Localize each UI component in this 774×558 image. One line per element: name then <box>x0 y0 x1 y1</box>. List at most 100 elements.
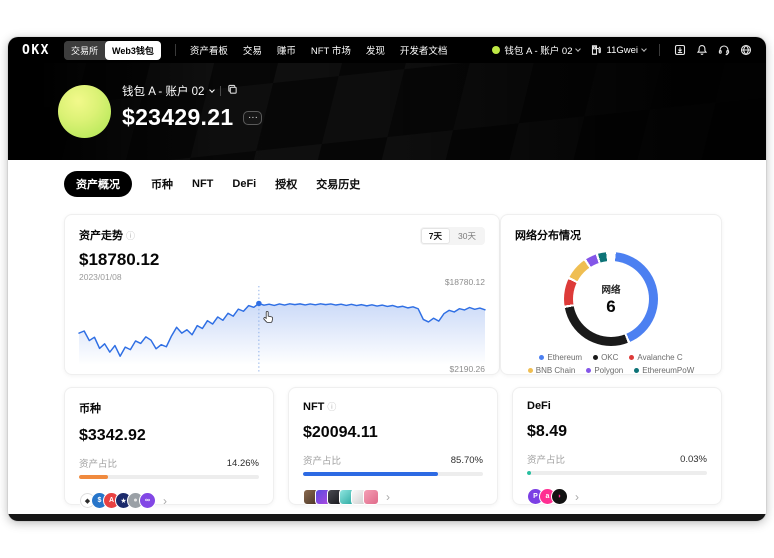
divider <box>220 86 222 96</box>
defi-card-title: DeFi <box>527 400 551 412</box>
coins-ratio-percent: 14.26% <box>226 457 259 469</box>
network-donut-chart: 网络 6 <box>564 252 658 346</box>
okx-logo: OKX <box>22 42 50 58</box>
tab-asset-overview[interactable]: 资产概况 <box>64 171 132 197</box>
nft-icon-row: › <box>303 489 483 505</box>
top-navbar: OKX 交易所 Web3钱包 资产看板 交易 赚币 NFT 市场 发现 开发者文… <box>8 37 766 63</box>
web3-wallet-toggle-button[interactable]: Web3钱包 <box>105 40 161 60</box>
nft-summary-card: NFT ⓘ $20094.11 资产占比 85.70% <box>288 387 498 505</box>
trend-current-date: 2023/01/08 <box>79 272 122 282</box>
gas-price-dropdown[interactable]: 11Gwei <box>589 44 647 57</box>
more-actions-button[interactable]: ··· <box>243 110 263 125</box>
account-label: 钱包 A - 账户 02 <box>504 46 573 57</box>
tab-approvals[interactable]: 授权 <box>275 179 298 191</box>
legend-item-ethereumpow: EthereumPoW <box>634 366 694 375</box>
defi-expand-chevron[interactable]: › <box>575 489 579 504</box>
nav-item-earn[interactable]: 赚币 <box>276 46 296 57</box>
nav-divider <box>174 44 176 56</box>
tab-nft[interactable]: NFT <box>192 178 214 190</box>
nav-item-nft-market[interactable]: NFT 市场 <box>310 46 351 57</box>
chevron-down-icon[interactable] <box>209 87 216 93</box>
network-distribution-card: 网络分布情况 网络 6 Ethereum OKC Avalanche C BNB… <box>500 214 722 375</box>
tab-coins[interactable]: 币种 <box>151 179 173 191</box>
coins-expand-chevron[interactable]: › <box>163 493 167 508</box>
nav-item-asset-board[interactable]: 资产看板 <box>189 46 228 57</box>
nft-thumbnail <box>363 489 379 505</box>
nft-expand-chevron[interactable]: › <box>386 490 390 504</box>
nav-item-dev-docs[interactable]: 开发者文档 <box>399 46 448 57</box>
defi-ratio-label: 资产占比 <box>527 455 566 466</box>
coins-card-value: $3342.92 <box>79 427 146 444</box>
network-legend: Ethereum OKC Avalanche C BNB Chain Polyg… <box>515 353 707 375</box>
network-card-title: 网络分布情况 <box>515 230 581 242</box>
nft-card-value: $20094.11 <box>303 424 378 441</box>
info-icon[interactable]: ⓘ <box>126 230 136 241</box>
gas-pump-icon <box>589 44 602 57</box>
chevron-down-icon <box>575 46 582 52</box>
trend-card-title: 资产走势 <box>79 230 123 242</box>
donut-center: 网络 6 <box>573 261 649 337</box>
account-dropdown[interactable]: 钱包 A - 账户 02 <box>492 43 582 57</box>
copy-address-icon[interactable] <box>227 84 238 98</box>
chart-marker-dot <box>256 300 262 307</box>
nft-ratio-label: 资产占比 <box>303 456 342 467</box>
legend-dot <box>539 355 545 360</box>
donut-center-value: 6 <box>606 296 616 316</box>
range-30d-button[interactable]: 30天 <box>458 231 476 241</box>
chart-min-label: $2190.26 <box>449 364 485 374</box>
coins-ratio-label: 资产占比 <box>79 459 118 470</box>
defi-protocol-dark-icon: ◗ <box>551 488 568 505</box>
range-7d-button[interactable]: 7天 <box>420 228 451 244</box>
account-status-dot <box>492 46 501 54</box>
nav-item-trade[interactable]: 交易 <box>242 46 262 57</box>
hand-cursor-icon <box>263 311 273 324</box>
trend-area <box>79 303 485 372</box>
trend-chart[interactable]: $18780.12 $2190.26 <box>78 277 486 374</box>
window-bottom-edge <box>8 514 766 521</box>
tab-defi[interactable]: DeFi <box>232 178 257 190</box>
nav-item-discover[interactable]: 发现 <box>365 46 385 57</box>
mode-toggle: 交易所 Web3钱包 <box>63 40 161 60</box>
info-icon[interactable]: ⓘ <box>327 402 337 412</box>
coins-progress-fill <box>79 475 108 479</box>
app-window: OKX 交易所 Web3钱包 资产看板 交易 赚币 NFT 市场 发现 开发者文… <box>8 37 766 521</box>
polygon-token-icon: ∞ <box>139 492 156 509</box>
defi-ratio-percent: 0.03% <box>680 453 707 465</box>
main-menu: 资产看板 交易 赚币 NFT 市场 发现 开发者文档 <box>190 43 448 57</box>
legend-dot <box>634 368 640 373</box>
download-app-icon[interactable] <box>673 44 686 57</box>
chart-max-label: $18780.12 <box>444 277 485 287</box>
legend-dot <box>527 368 533 373</box>
nft-progress-fill <box>303 472 438 476</box>
exchange-toggle-button[interactable]: 交易所 <box>63 40 105 60</box>
range-toggle: 7天 30天 <box>419 227 485 245</box>
support-headset-icon[interactable] <box>717 44 730 57</box>
section-tabs: 资产概况 币种 NFT DeFi 授权 交易历史 <box>64 171 360 197</box>
wallet-name-row: 钱包 A - 账户 02 <box>122 83 262 99</box>
defi-summary-card: DeFi $8.49 资产占比 0.03% P a ◗ › <box>512 387 722 505</box>
defi-icon-row: P a ◗ › <box>527 488 707 505</box>
legend-dot <box>586 368 592 373</box>
defi-progress-bar <box>527 471 707 475</box>
trend-chart-svg <box>78 286 486 372</box>
coins-summary-card: 币种 $3342.92 资产占比 14.26% ◆ $ A ★ ● ∞ › <box>64 387 274 509</box>
navbar-right: 钱包 A - 账户 02 11Gwei <box>492 43 752 57</box>
balance-row: $23429.21 ··· <box>122 104 263 131</box>
legend-item-avalanche: Avalanche C <box>629 353 683 362</box>
legend-dot <box>593 355 599 360</box>
nav-divider <box>659 44 660 56</box>
wallet-name-label: 钱包 A - 账户 02 <box>122 86 205 98</box>
total-balance: $23429.21 <box>122 104 234 130</box>
donut-center-label: 网络 <box>601 284 621 296</box>
trend-card-title-row: 资产走势 ⓘ <box>79 227 135 243</box>
coins-card-title: 币种 <box>79 403 101 415</box>
language-globe-icon[interactable] <box>739 44 752 57</box>
coins-progress-bar <box>79 475 259 479</box>
defi-card-value: $8.49 <box>527 423 568 440</box>
notifications-bell-icon[interactable] <box>695 44 708 57</box>
legend-item-okc: OKC <box>593 353 618 362</box>
tab-transaction-history[interactable]: 交易历史 <box>316 179 361 191</box>
wallet-avatar <box>58 85 111 138</box>
wallet-hero: 钱包 A - 账户 02 $23429.21 ··· <box>8 63 766 160</box>
